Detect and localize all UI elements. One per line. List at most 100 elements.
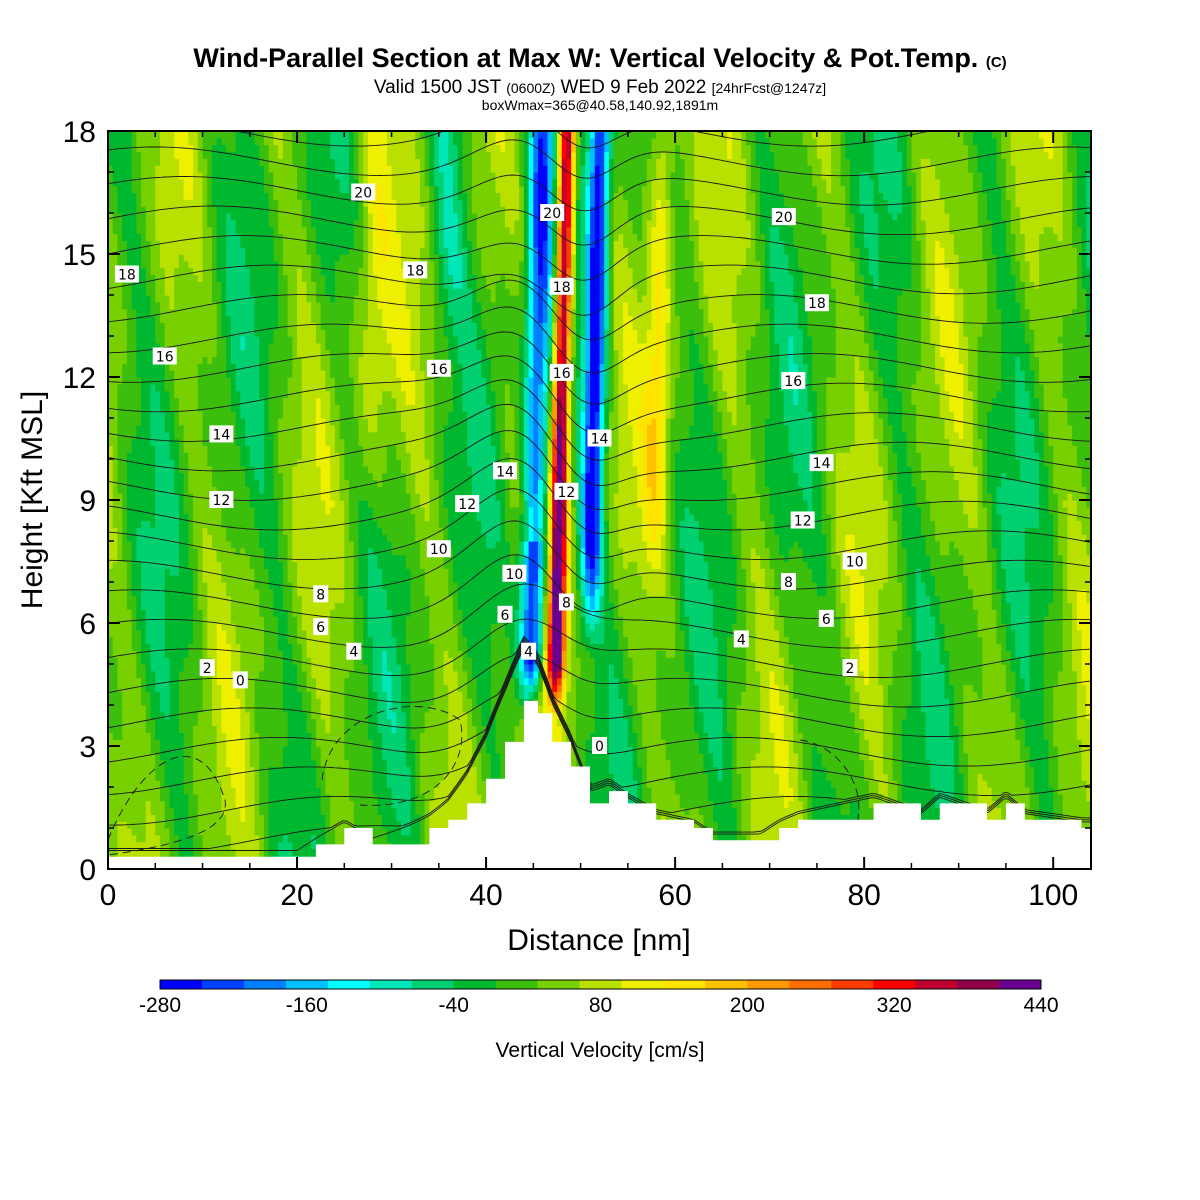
velocity-cell [202,725,208,733]
velocity-cell [249,841,256,850]
velocity-cell [769,828,775,836]
velocity-cell [174,711,180,720]
velocity-cell [438,766,445,774]
velocity-cell [873,725,879,733]
velocity-cell [377,718,383,727]
velocity-cell [916,773,922,781]
velocity-cell [774,711,780,720]
velocity-cell [982,793,988,802]
velocity-cell [476,739,482,747]
velocity-cell [353,739,360,747]
velocity-cell [1024,705,1031,713]
velocity-cell [155,766,161,774]
velocity-cell [415,821,421,829]
velocity-cell [188,766,194,774]
velocity-cell [315,711,322,720]
velocity-cell [651,787,657,795]
velocity-cell [665,773,671,781]
velocity-cell [117,807,123,815]
velocity-cell [949,780,955,788]
velocity-cell [230,807,237,815]
velocity-cell [509,718,516,727]
velocity-cell [263,746,270,754]
velocity-cell [760,821,766,829]
velocity-cell [746,807,752,815]
velocity-cell [391,759,397,768]
velocity-cell [367,746,374,754]
velocity-cell [774,705,780,713]
velocity-cell [122,773,128,781]
velocity-cell [906,787,913,795]
velocity-cell [372,718,378,727]
velocity-cell [273,759,279,768]
velocity-cell [226,746,232,754]
velocity-cell [736,705,742,713]
velocity-cell [689,718,695,727]
velocity-cell [396,780,402,788]
velocity-cell [254,711,260,720]
velocity-cell [722,705,728,713]
velocity-cell [623,718,629,727]
velocity-cell [353,780,360,788]
velocity-cell [656,780,662,788]
velocity-cell [826,711,832,720]
velocity-cell [434,814,440,822]
velocity-cell [126,746,133,754]
velocity-cell [448,773,454,781]
velocity-cell [339,705,345,713]
velocity-cell [755,793,761,802]
velocity-cell [1086,787,1091,795]
velocity-cell [415,752,421,761]
velocity-cell [174,787,180,795]
velocity-cell [282,834,289,843]
velocity-cell [797,752,804,761]
velocity-cell [367,718,374,727]
velocity-cell [315,787,322,795]
velocity-cell [812,752,818,761]
velocity-cell [623,732,629,740]
velocity-cell [282,711,289,720]
velocity-cell [632,732,638,740]
velocity-cell [750,752,757,761]
velocity-cell [1043,766,1050,774]
velocity-cell [174,752,180,761]
velocity-cell [656,711,662,720]
velocity-cell [552,718,558,727]
velocity-cell [920,793,927,802]
velocity-cell [935,718,941,727]
velocity-cell [845,759,851,768]
velocity-cell [131,759,137,768]
velocity-cell [178,725,185,733]
velocity-cell [712,780,719,788]
velocity-cell [736,725,742,733]
velocity-cell [1034,725,1040,733]
velocity-cell [193,848,199,856]
velocity-cell [155,834,161,843]
velocity-cell [897,718,903,727]
velocity-cell [958,759,964,768]
velocity-cell [136,793,142,802]
velocity-cell [453,814,459,822]
velocity-cell [410,787,416,795]
velocity-cell [646,759,653,768]
velocity-cell [287,732,293,740]
velocity-cell [216,773,223,781]
velocity-cell [471,725,478,733]
velocity-cell [159,705,166,713]
velocity-cell [1001,711,1007,720]
velocity-cell [788,759,794,768]
velocity-cell [1081,780,1087,788]
velocity-cell [868,732,875,740]
velocity-cell [963,780,969,788]
velocity-cell [826,752,832,761]
velocity-cell [339,759,345,768]
velocity-cell [159,773,166,781]
velocity-cell [344,800,350,809]
velocity-cell [868,752,875,761]
velocity-cell [651,752,657,761]
velocity-cell [240,718,246,727]
velocity-cell [1057,814,1064,822]
velocity-cell [495,746,501,754]
velocity-cell [117,841,123,850]
velocity-cell [453,711,459,720]
